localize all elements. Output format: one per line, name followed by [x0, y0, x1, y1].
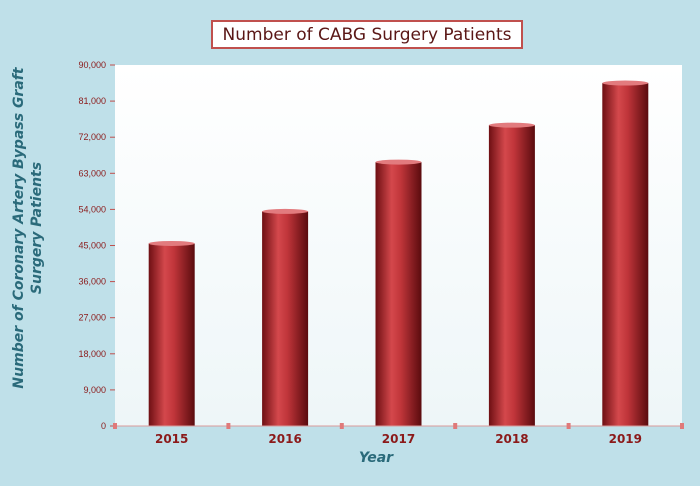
bar-cap: [375, 159, 422, 165]
x-tick-label: 2016: [268, 432, 301, 446]
y-axis-label-line: Surgery Patients: [29, 161, 45, 295]
y-tick-label: 81,000: [78, 96, 106, 106]
x-tick-label: 2018: [495, 432, 528, 446]
x-tick-mark: [680, 423, 684, 429]
bar-cap: [602, 80, 649, 86]
bar: [488, 125, 535, 427]
y-tick-label: 90,000: [78, 60, 106, 70]
bar-series: [148, 80, 649, 427]
x-tick-mark: [566, 423, 571, 429]
x-tick-mark: [113, 423, 117, 429]
x-tick-mark: [453, 423, 458, 429]
bar-cap: [488, 122, 535, 128]
bar-cap: [148, 240, 195, 246]
y-axis: 0 9,000 18,000 27,000 36,000 45,000 54,000 63,0…: [78, 60, 115, 431]
y-tick-label: 27,000: [78, 313, 106, 323]
bar: [148, 243, 195, 426]
y-axis-label: Number of Coronary Artery Bypass Graft S…: [10, 48, 46, 408]
bar-cap: [262, 208, 309, 214]
y-tick-label: 63,000: [78, 168, 106, 178]
y-tick-label: 54,000: [78, 204, 106, 214]
y-tick-label: 72,000: [78, 132, 106, 142]
x-tick-label: 2017: [382, 432, 415, 446]
x-axis: 2015 2016 2017 2018 2019: [113, 423, 684, 446]
y-tick-label: 9,000: [83, 385, 106, 395]
y-tick-label: 36,000: [78, 277, 106, 287]
y-tick-label: 0: [101, 421, 106, 431]
bar: [262, 211, 309, 426]
x-tick-mark: [339, 423, 344, 429]
y-tick-label: 45,000: [78, 241, 106, 251]
x-tick-mark: [226, 423, 231, 429]
chart-title: Number of CABG Surgery Patients: [211, 20, 523, 49]
bar: [602, 83, 649, 427]
x-tick-label: 2015: [155, 432, 188, 446]
y-axis-label-line: Number of Coronary Artery Bypass Graft: [11, 67, 27, 389]
x-axis-label: Year: [358, 450, 394, 466]
x-tick-label: 2019: [609, 432, 642, 446]
bar: [375, 162, 422, 426]
y-tick-label: 18,000: [78, 349, 106, 359]
